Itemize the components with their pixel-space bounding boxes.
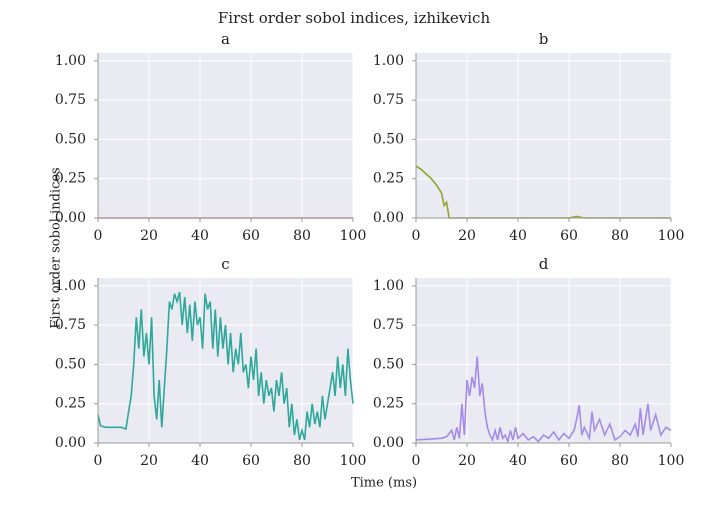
x-tick-label: 60 xyxy=(242,228,260,244)
x-axis-label: Time (ms) xyxy=(351,476,417,491)
data-line xyxy=(415,165,671,219)
y-tick-label: 0.50 xyxy=(373,356,404,372)
y-tick-label: 0.00 xyxy=(55,435,86,451)
plot-background xyxy=(416,53,671,218)
x-tick-label: 0 xyxy=(412,453,421,469)
y-tick-label: 0.25 xyxy=(55,171,86,187)
x-tick-label: 20 xyxy=(458,228,476,244)
y-tick-label: 1.00 xyxy=(55,278,86,294)
data-line xyxy=(97,291,354,441)
y-tick-label: 0.00 xyxy=(373,210,404,226)
x-tick-label: 100 xyxy=(340,228,367,244)
x-tick-label: 100 xyxy=(340,453,367,469)
subplot-title: d xyxy=(539,255,549,273)
y-tick-label: 0.75 xyxy=(373,317,404,333)
x-tick-label: 40 xyxy=(509,228,527,244)
x-tick-label: 20 xyxy=(140,228,158,244)
x-tick-label: 80 xyxy=(611,228,629,244)
y-tick-label: 0.00 xyxy=(373,435,404,451)
plot-background xyxy=(416,278,671,443)
x-tick-label: 60 xyxy=(560,228,578,244)
y-tick-label: 0.50 xyxy=(55,131,86,147)
x-tick-label: 40 xyxy=(191,453,209,469)
x-tick-label: 20 xyxy=(458,453,476,469)
x-tick-label: 40 xyxy=(509,453,527,469)
y-tick-label: 1.00 xyxy=(373,278,404,294)
x-tick-label: 100 xyxy=(658,453,685,469)
y-axis-label: First order sobol indices xyxy=(49,167,64,328)
subplot-title: b xyxy=(539,30,549,48)
y-tick-label: 0.75 xyxy=(55,317,86,333)
y-tick-label: 0.50 xyxy=(373,131,404,147)
plot-background xyxy=(98,53,353,218)
x-tick-label: 40 xyxy=(191,228,209,244)
x-tick-label: 0 xyxy=(94,453,103,469)
x-tick-label: 60 xyxy=(560,453,578,469)
x-tick-label: 0 xyxy=(412,228,421,244)
y-tick-label: 0.25 xyxy=(55,396,86,412)
y-tick-label: 0.50 xyxy=(55,356,86,372)
x-tick-label: 80 xyxy=(611,453,629,469)
y-tick-label: 0.25 xyxy=(373,171,404,187)
y-tick-label: 0.00 xyxy=(55,210,86,226)
subplot-title: c xyxy=(221,255,229,273)
y-tick-label: 1.00 xyxy=(373,53,404,69)
y-tick-label: 0.75 xyxy=(373,92,404,108)
x-tick-label: 20 xyxy=(140,453,158,469)
y-tick-label: 0.75 xyxy=(55,92,86,108)
x-tick-label: 80 xyxy=(293,228,311,244)
x-tick-label: 100 xyxy=(658,228,685,244)
x-tick-label: 60 xyxy=(242,453,260,469)
subplot-title: a xyxy=(221,30,230,48)
y-tick-label: 0.25 xyxy=(373,396,404,412)
data-line xyxy=(415,356,672,445)
x-tick-label: 0 xyxy=(94,228,103,244)
x-tick-label: 80 xyxy=(293,453,311,469)
figure-title: First order sobol indices, izhikevich xyxy=(218,9,491,27)
y-tick-label: 1.00 xyxy=(55,53,86,69)
